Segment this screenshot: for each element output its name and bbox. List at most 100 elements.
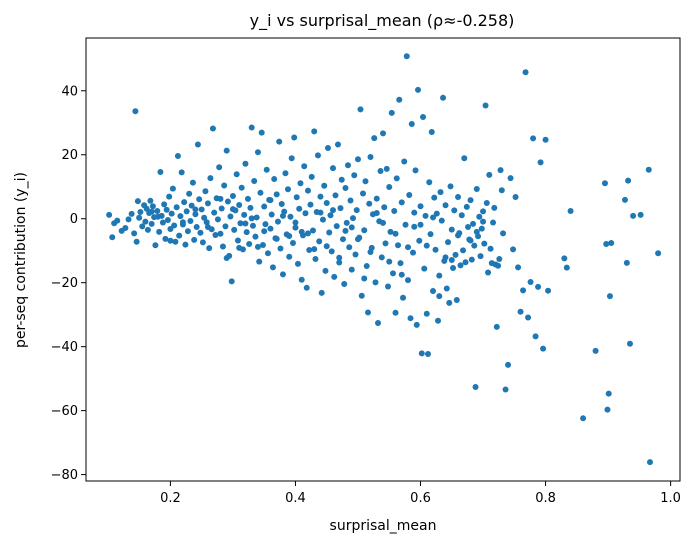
data-point-182 (351, 172, 358, 179)
x-tick-label: 0.8 (535, 491, 556, 506)
data-point-286 (481, 240, 488, 247)
y-tick-label: 20 (61, 148, 78, 163)
x-tick-label: 0.4 (285, 491, 306, 506)
data-point-59 (197, 229, 204, 236)
data-point-74 (216, 164, 223, 171)
data-point-370 (273, 235, 280, 242)
data-point-102 (251, 177, 258, 184)
data-point-173 (339, 236, 346, 243)
data-point-260 (448, 226, 455, 233)
data-point-112 (263, 166, 270, 173)
data-point-121 (274, 218, 281, 225)
data-point-50 (186, 190, 193, 197)
data-point-246 (431, 194, 438, 201)
data-point-191 (362, 178, 369, 185)
data-point-60 (198, 206, 205, 213)
data-point-92 (238, 184, 245, 191)
data-point-209 (385, 283, 391, 290)
data-point-164 (328, 248, 335, 255)
y-tick-label: 40 (61, 84, 78, 99)
data-point-80 (223, 147, 230, 154)
data-point-172 (338, 176, 345, 183)
data-point-368 (223, 255, 230, 262)
data-point-105 (254, 149, 261, 156)
data-point-31 (162, 235, 169, 242)
data-point-84 (228, 278, 235, 285)
x-tick-label: 0.2 (160, 491, 181, 506)
x-tick-label: 0.6 (410, 491, 431, 506)
data-point-48 (183, 208, 190, 215)
data-point-73 (214, 216, 221, 223)
data-point-170 (336, 259, 343, 266)
data-point-125 (279, 271, 286, 278)
data-point-187 (357, 106, 364, 113)
data-point-36 (168, 210, 175, 217)
data-point-206 (381, 204, 388, 211)
data-point-383 (336, 254, 343, 261)
data-point-242 (426, 179, 433, 186)
data-point-380 (411, 223, 418, 230)
data-point-180 (348, 266, 355, 273)
data-point-231 (412, 167, 419, 174)
data-point-35 (167, 225, 174, 232)
data-point-159 (322, 267, 329, 274)
x-axis-ticks: 0.2 0.4 0.6 0.8 1.0 (160, 481, 681, 506)
data-point-203 (377, 168, 384, 175)
plot-frame (85, 37, 681, 482)
data-point-345 (329, 207, 336, 214)
data-point-30 (161, 201, 168, 208)
data-point-188 (358, 292, 365, 299)
data-point-49 (184, 228, 191, 235)
data-point-9 (132, 108, 139, 115)
data-point-301 (500, 230, 507, 237)
y-tick-label: −80 (51, 468, 78, 483)
data-point-207 (382, 240, 389, 247)
data-point-113 (264, 250, 271, 257)
data-point-16 (142, 218, 149, 225)
data-point-343 (279, 212, 286, 219)
data-point-150 (311, 128, 318, 135)
data-point-285 (480, 208, 487, 215)
data-point-233 (415, 86, 422, 93)
data-point-20 (147, 197, 154, 204)
data-point-221 (400, 294, 407, 301)
data-point-94 (241, 211, 248, 218)
data-point-26 (156, 228, 163, 235)
data-point-384 (311, 246, 318, 253)
data-point-334 (626, 340, 633, 347)
data-point-54 (191, 236, 198, 243)
data-point-165 (329, 165, 336, 172)
data-point-86 (231, 226, 238, 233)
data-point-375 (398, 271, 405, 278)
data-point-138 (296, 205, 303, 212)
data-point-34 (166, 193, 173, 200)
data-point-311 (525, 314, 532, 321)
data-point-310 (522, 69, 529, 76)
chart-title: y_i vs surprisal_mean (ρ≈-0.258) (250, 11, 515, 31)
data-point-346 (354, 236, 361, 243)
data-point-278 (471, 242, 478, 249)
data-point-218 (396, 96, 403, 103)
data-point-145 (304, 187, 311, 194)
data-point-222 (401, 158, 408, 165)
data-point-328 (605, 390, 612, 397)
data-point-140 (298, 276, 305, 283)
data-point-158 (321, 182, 328, 189)
data-point-275 (467, 197, 474, 204)
data-point-227 (407, 315, 414, 322)
data-point-333 (625, 177, 632, 184)
data-point-211 (387, 228, 394, 235)
data-point-337 (645, 166, 652, 173)
data-point-258 (446, 299, 453, 306)
data-point-367 (148, 208, 155, 215)
data-point-47 (182, 241, 189, 248)
data-point-288 (483, 200, 490, 207)
data-point-103 (252, 233, 259, 240)
data-point-163 (327, 212, 334, 219)
data-point-143 (302, 210, 309, 217)
data-point-124 (278, 201, 285, 208)
data-point-359 (442, 254, 449, 261)
data-point-355 (342, 227, 349, 234)
data-point-267 (457, 262, 464, 269)
